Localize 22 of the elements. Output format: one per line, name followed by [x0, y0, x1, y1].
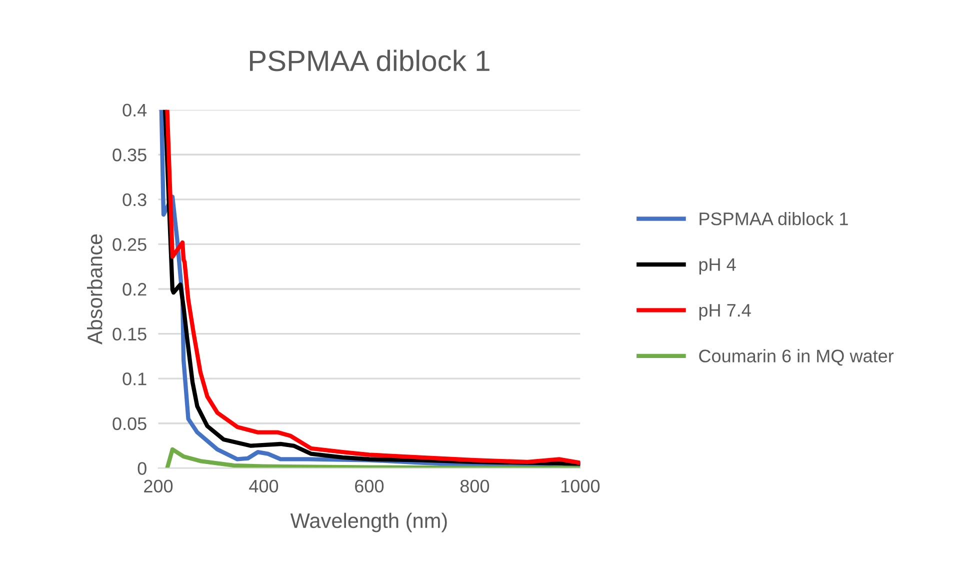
x-axis-title: Wavelength (nm) — [290, 512, 447, 532]
chart-title: PSPMAA diblock 1 — [250, 50, 490, 72]
y-tick-label: 0.3 — [122, 193, 146, 206]
y-tick-label: 0.2 — [122, 282, 146, 296]
x-tick-label: 400 — [249, 480, 278, 493]
legend-label: pH 7.4 — [699, 304, 751, 320]
y-axis-title: Absorbance — [87, 234, 102, 345]
y-tick-label: 0.35 — [112, 148, 146, 162]
legend-label: PSPMAA diblock 1 — [700, 212, 848, 226]
legend-label: Coumarin 6 in MQ water — [699, 349, 894, 366]
y-tick-label: 0.05 — [112, 417, 146, 430]
y-tick-label: 0.15 — [112, 328, 146, 341]
y-tick-label: 0 — [138, 462, 146, 475]
x-tick-label: 1000 — [561, 480, 600, 493]
y-tick-label: 0.25 — [112, 238, 146, 251]
x-tick-label: 200 — [144, 480, 173, 493]
legend-label: pH 4 — [699, 258, 736, 275]
line-series — [165, 447, 580, 468]
y-tick-label: 0.1 — [122, 372, 146, 386]
y-tick-label: 0.4 — [122, 104, 147, 117]
x-tick-label: 600 — [355, 480, 384, 493]
x-tick-label: 800 — [460, 480, 490, 493]
